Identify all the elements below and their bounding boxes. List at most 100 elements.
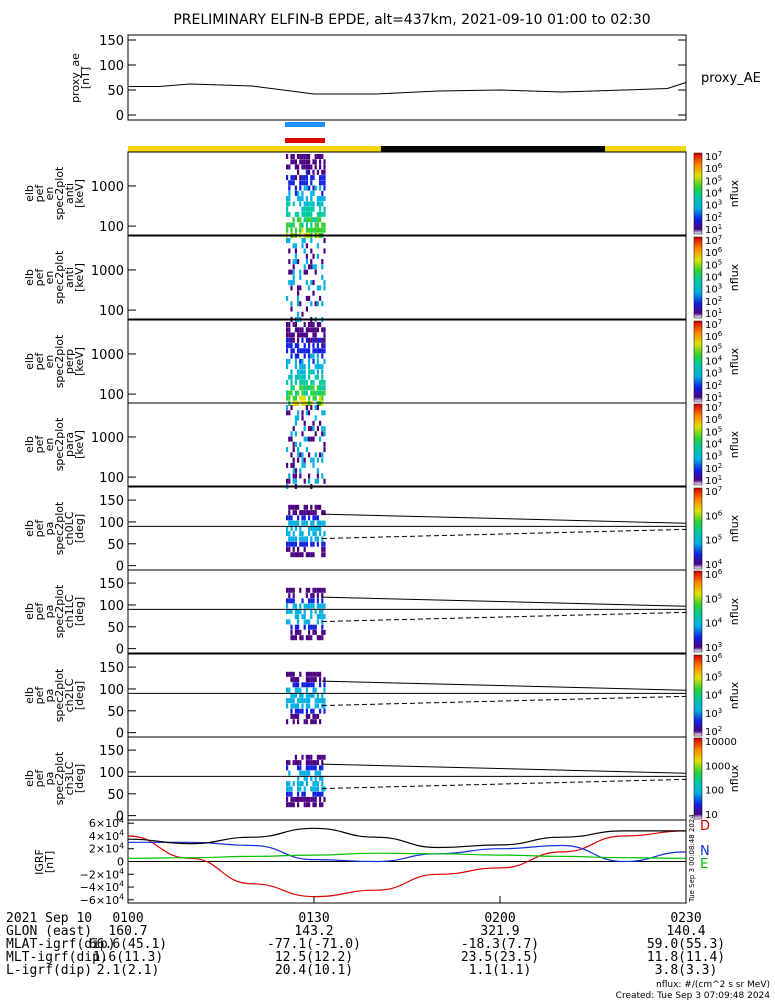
- panel-en_antiparallel-cbar-label-1: 106: [705, 162, 723, 175]
- ephem-row-label-1: GLON (east): [6, 924, 92, 939]
- panel-en_para-cbar-label-1: 106: [705, 413, 723, 426]
- panel-pa_ch2-ylabel-line-5: [deg]: [73, 681, 86, 710]
- event-bar-blue: [285, 122, 325, 127]
- plot-title: PRELIMINARY ELFIN-B EPDE, alt=437km, 202…: [173, 12, 650, 28]
- ephem-val-3-1: 59.0(55.3): [647, 937, 725, 952]
- panel-en_para-ytick-1: 100: [99, 471, 124, 486]
- igrf-ylabel-line-1: [nT]: [43, 851, 56, 873]
- igrf-ylabel: IGRF[nT]: [33, 849, 56, 875]
- panel-en_antiparallel_2-ylabel-line-0: elb: [23, 269, 36, 286]
- panel-pa_ch3-cbar-label-1: 1000: [705, 761, 730, 772]
- panel-en_para-cbar-label-3: 104: [705, 438, 723, 451]
- panel-en_antiparallel-ylabel-line-5: [keV]: [73, 179, 86, 208]
- ephem-row-label-4: L-igrf(dip): [6, 963, 92, 978]
- panel-en_perp-ylabel-line-1: pef: [33, 352, 46, 371]
- igrf-legend-d: D: [700, 819, 710, 834]
- panel-pa_ch1-ytick-0: 0: [116, 643, 124, 658]
- panel-en_para-colorbar: [693, 403, 703, 486]
- panel-en_para: 1000100elbpefenspec2plotpara[keV]1071061…: [23, 401, 741, 489]
- panel-en_perp-cbar-label-1: 106: [705, 330, 723, 343]
- ephem-row-label-0: 2021 Sep 10: [6, 911, 92, 926]
- proxy-ae-line: [128, 82, 687, 95]
- panel-en_antiparallel_2-cbar-label-1: 106: [705, 246, 723, 259]
- panel-en_perp-cbar-label-5: 102: [705, 379, 722, 392]
- panel-en_perp-cbar-label-4: 103: [705, 367, 722, 380]
- panel-pa_ch0-alc-line: [321, 528, 687, 540]
- panel-en_antiparallel_2: 1000100elbpefenspec2plotanti[keV]1071061…: [23, 234, 741, 322]
- ephem-time-3: 0230: [670, 911, 701, 926]
- igrf-ytick-5: −4×104: [80, 880, 124, 894]
- panel-en_antiparallel-colorbar: [693, 152, 703, 235]
- panel-pa_ch0-cbar-unit: nflux: [728, 514, 741, 542]
- panel-en_perp-cbar-label-0: 107: [705, 318, 722, 331]
- panel-pa_ch2-ytick-0: 0: [116, 727, 124, 742]
- panel-pa_ch0-ytick-2: 100: [99, 516, 124, 531]
- panel-en_perp-cbar-label-2: 105: [705, 342, 722, 355]
- panel-en_antiparallel_2-ytick-0: 1000: [91, 264, 124, 279]
- panel-pa_ch2-cbar-label-0: 106: [705, 652, 723, 665]
- panel-en_antiparallel_2-cbar-label-5: 102: [705, 295, 722, 308]
- ephem-val-2-0: 321.9: [480, 924, 519, 939]
- igrf-ytick-2: 2×104: [89, 841, 124, 855]
- footer-created: Created: Tue Sep 3 07:09:48 2024: [616, 991, 771, 1000]
- igrf-line-total: [127, 827, 686, 849]
- proxy-ae-legend: proxy_AE: [701, 71, 761, 86]
- panel-en_para-cbar-label-5: 102: [705, 462, 722, 475]
- panel-pa_ch3-cbar-label-2: 100: [705, 786, 724, 797]
- panel-en_antiparallel-ytick-0: 1000: [91, 180, 124, 195]
- panel-pa_ch3-colorbar: [693, 737, 703, 820]
- panel-pa_ch3-ylabel-line-1: pef: [33, 769, 46, 788]
- panel-pa_ch3-ytick-2: 100: [99, 766, 124, 781]
- panel-pa_ch2-ylabel-line-2: pa: [43, 689, 56, 703]
- ephem-time-1: 0130: [298, 911, 329, 926]
- panel-pa_ch3-cbar-label-0: 10000: [705, 737, 737, 748]
- panel-en_antiparallel: 1000100elbpefenspec2plotanti[keV]1071061…: [23, 150, 741, 238]
- panel-pa_ch0-ylabel-line-2: pa: [43, 522, 56, 536]
- panel-en_antiparallel_2-ylabel-line-5: [keV]: [73, 263, 86, 292]
- orbit-bar-yellow-right: [605, 146, 686, 152]
- proxy-ae-ylabel: proxy_ae[nT]: [69, 53, 92, 103]
- panel-en_para-ylabel-line-2: en: [43, 438, 56, 452]
- panel-en_perp-ytick-1: 100: [99, 388, 124, 403]
- ephem-val-3-0: 140.4: [666, 924, 705, 939]
- ephem-val-3-3: 3.8(3.3): [655, 963, 718, 978]
- ephem-val-0-3: 2.1(2.1): [97, 963, 160, 978]
- panel-pa_ch1-ylabel-line-4: ch1LC: [63, 594, 76, 628]
- panel-pa_ch1-ylabel-line-2: pa: [43, 605, 56, 619]
- panel-en_antiparallel-cbar-label-2: 105: [705, 174, 722, 187]
- panel-en_antiparallel_2-cbar-label-4: 103: [705, 283, 722, 296]
- panel-en_antiparallel-cbar-unit: nflux: [728, 179, 741, 207]
- panel-pa_ch3-ylabel-line-5: [deg]: [73, 764, 86, 793]
- panel-pa_ch2-ylabel-line-3: spec2plot: [53, 668, 66, 722]
- panel-en_antiparallel_2-ylabel-line-4: anti: [63, 267, 76, 288]
- proxy-ae-panel: 0 50 100 150 proxy_ae[nT] proxy_AE: [69, 34, 761, 124]
- panel-en_antiparallel-ylabel-line-0: elb: [23, 185, 36, 202]
- panel-pa_ch0-yaxis: 0 50 100 150: [99, 494, 136, 575]
- panel-pa_ch1-alc-line: [321, 611, 687, 623]
- igrf-legend-n: N: [700, 844, 710, 859]
- panel-pa_ch0-ytick-3: 150: [99, 494, 124, 509]
- panel-pa_ch2-alc-line: [321, 695, 687, 707]
- panel-pa_ch1-cbar-label-2: 104: [705, 617, 723, 630]
- proxy-ae-ylabel-line-1: [nT]: [79, 67, 92, 89]
- panel-en_perp-ylabel-line-5: [keV]: [73, 347, 86, 376]
- panel-pa_ch0-cbar-label-2: 105: [705, 534, 722, 547]
- panel-en_antiparallel-yaxis: 1000 100: [91, 180, 136, 235]
- panel-pa_ch1-ylabel-line-0: elb: [23, 603, 36, 620]
- panel-en_antiparallel-ytick-1: 100: [99, 220, 124, 235]
- footer-units: nflux: #/(cm^2 s sr MeV): [656, 980, 770, 990]
- panel-pa_ch1-yaxis: 0 50 100 150: [99, 577, 136, 658]
- panel-pa_ch1-ytick-1: 50: [107, 621, 124, 636]
- panel-en_antiparallel-cbar-label-4: 103: [705, 199, 722, 212]
- panel-en_antiparallel_2-yaxis: 1000 100: [91, 264, 136, 319]
- igrf-line-e: [127, 852, 687, 859]
- panel-en_antiparallel_2-ytick-1: 100: [99, 304, 124, 319]
- time-axis-ticks: [127, 896, 687, 903]
- igrf-line-n: [127, 841, 687, 863]
- panel-pa_ch2-ytick-2: 100: [99, 683, 124, 698]
- panel-pa_ch3-cbar-unit: nflux: [728, 764, 741, 792]
- panel-pa_ch1-cbar-unit: nflux: [728, 597, 741, 625]
- panel-pa_ch0-colorbar: [693, 487, 703, 570]
